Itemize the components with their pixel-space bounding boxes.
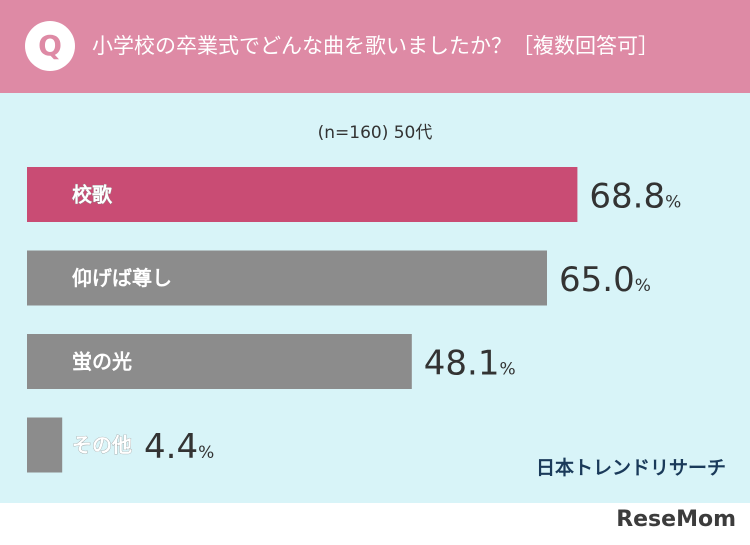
category-label-1: 仰げば尊し [72,266,172,290]
question-badge: Q [25,21,75,71]
sample-label: (n=160) 50代 [317,123,433,143]
bar-0 [27,167,578,222]
bar-1 [27,250,547,306]
bar-3 [27,417,63,473]
bar-2 [27,334,412,389]
value-label-2: 48.1% [424,344,516,384]
value-label-3: 4.4% [144,427,214,467]
value-label-1: 65.0% [559,260,651,300]
category-label-0: 校歌 [72,183,113,207]
category-label-3: その他 [72,433,132,457]
category-label-2: 蛍の光 [72,350,132,374]
watermark-logo: ReseMom [616,507,736,532]
brand-logo: 日本トレンドリサーチ [535,457,726,479]
value-label-0: 68.8% [589,177,681,217]
question-text: 小学校の卒業式でどんな曲を歌いましたか？［複数回答可］ [92,34,659,58]
question-header: Q 小学校の卒業式でどんな曲を歌いましたか？［複数回答可］ [0,0,750,93]
